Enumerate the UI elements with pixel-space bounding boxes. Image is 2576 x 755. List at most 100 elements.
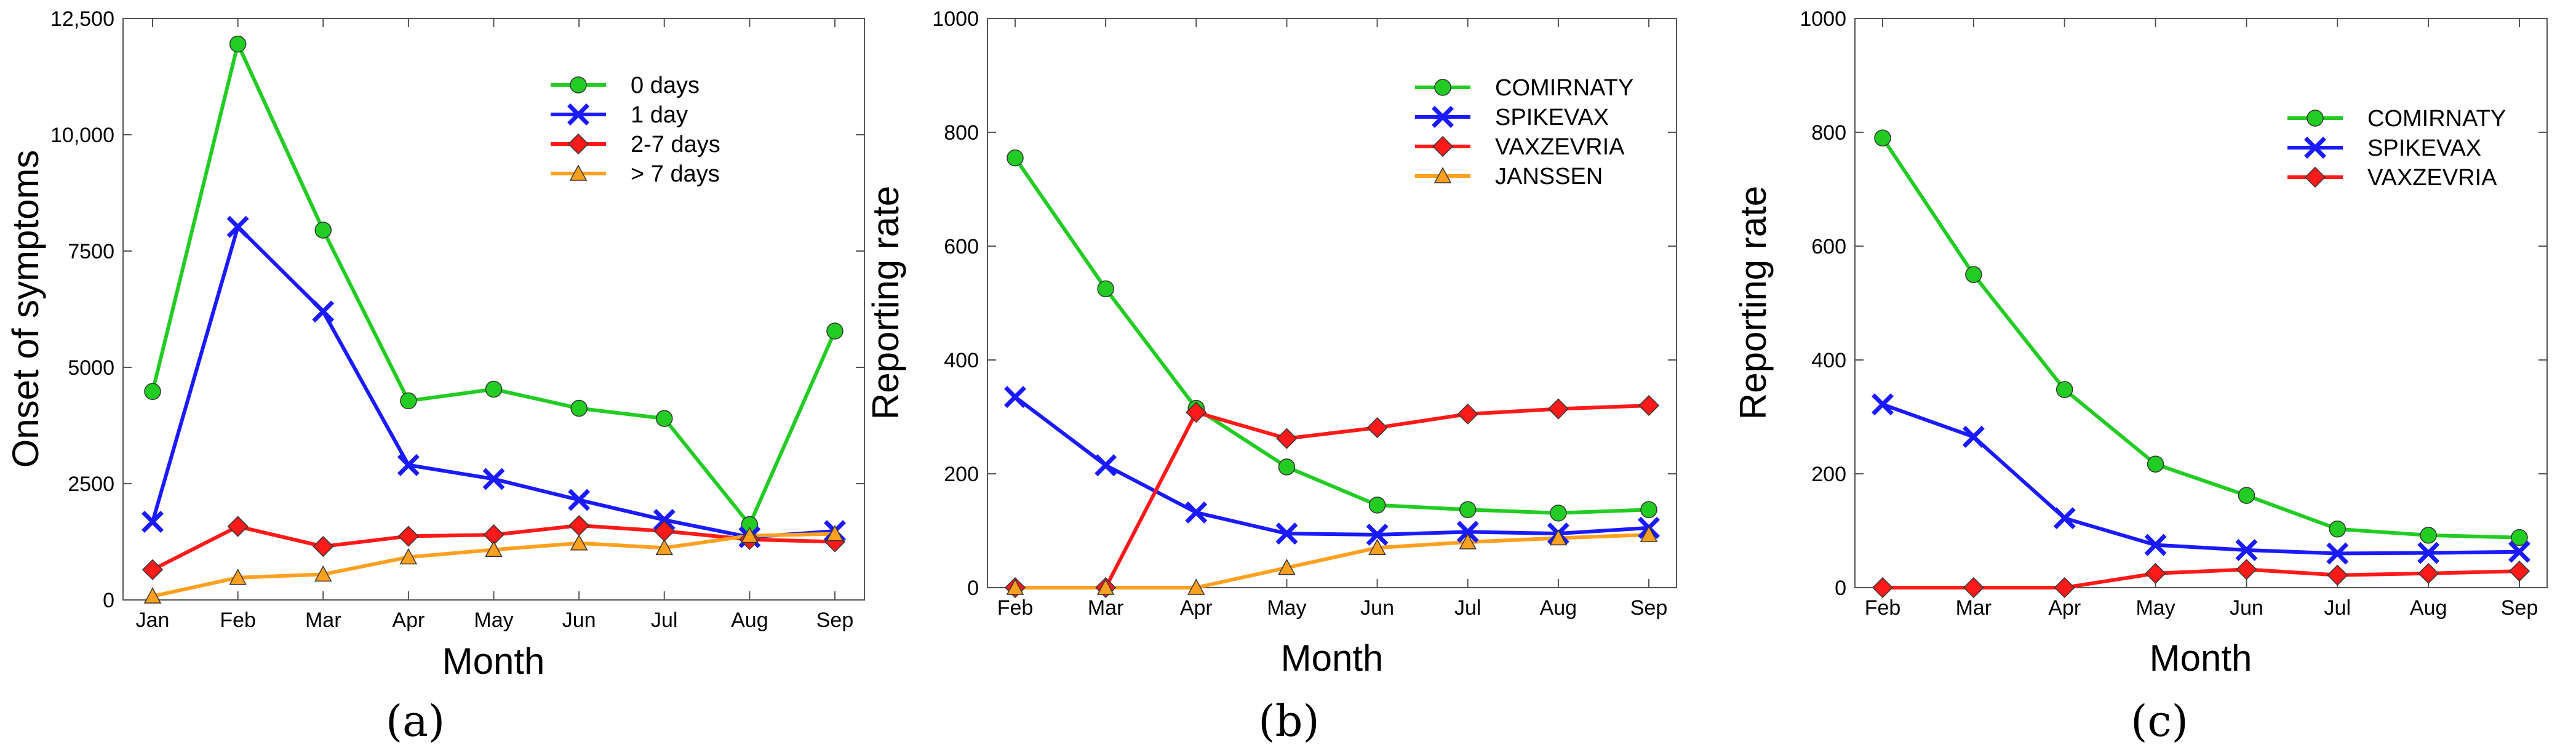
- data-point: [2054, 577, 2075, 599]
- x-axis-title: Month: [442, 641, 545, 682]
- series-line: [1015, 404, 1649, 589]
- data-point: [397, 453, 420, 476]
- x-tick-label: May: [2135, 596, 2175, 620]
- panel-c: 0 200 400 600 800 1000 Feb Mar Apr May Jun Jul Aug Se…: [1733, 7, 2548, 746]
- data-point: [741, 527, 759, 543]
- data-point: [1872, 577, 1894, 599]
- data-point: [1278, 559, 1296, 575]
- data-point: [482, 468, 505, 490]
- data-point: [314, 222, 332, 239]
- x-tick-label: Jun: [562, 609, 596, 632]
- x-tick-label: Jan: [136, 609, 170, 632]
- data-point: [2418, 562, 2439, 584]
- data-point: [2235, 539, 2258, 561]
- series-line: [1013, 156, 1649, 515]
- legend-marker: [570, 76, 587, 94]
- panel-b-marks: 0 200 400 600 800 1000 Feb Mar Apr May Jun Jul Aug Se…: [932, 7, 1677, 620]
- plot-frame: [1854, 18, 2548, 588]
- panel-c-marks: 0 200 400 600 800 1000 Feb Mar Apr May Jun Jul Aug Se…: [1800, 7, 2547, 620]
- data-point: [1640, 501, 1657, 519]
- data-point: [229, 569, 247, 585]
- data-point: [485, 380, 503, 398]
- data-point: [1638, 394, 1660, 417]
- data-point: [1368, 538, 1386, 555]
- data-point: [1366, 524, 1389, 546]
- data-point: [1097, 280, 1114, 298]
- data-point: [1962, 425, 1985, 448]
- legend-label: JANSSEN: [1495, 164, 1603, 190]
- y-tick-label: 400: [944, 349, 979, 372]
- data-point: [1965, 266, 1982, 283]
- data-point: [568, 514, 590, 537]
- legend-marker: [1432, 106, 1454, 128]
- data-point: [653, 509, 676, 531]
- data-point: [1963, 577, 1984, 599]
- x-tick-label: Feb: [220, 609, 256, 632]
- y-tick-label: 0: [967, 577, 979, 600]
- data-point: [1368, 497, 1386, 514]
- data-point: [1550, 505, 1567, 522]
- x-axis-title: Month: [2150, 637, 2252, 679]
- legend-marker: [1432, 135, 1454, 158]
- panel-a: 0 2500 5000 7500 10,000 12,500 Jan Feb Mar Apr May…: [5, 7, 865, 746]
- plot-frame: [987, 18, 1677, 588]
- y-tick-label: 200: [1811, 463, 1846, 486]
- panel-label: (c): [2131, 696, 2188, 746]
- y-axis-title: Onset of symptoms: [5, 150, 46, 468]
- x-tick-label: Apr: [2048, 596, 2081, 620]
- data-point: [826, 322, 843, 340]
- y-tick-label: 200: [944, 463, 979, 486]
- legend-marker: [1434, 79, 1451, 96]
- x-tick-label: Jul: [651, 609, 677, 632]
- legend-marker: [2307, 110, 2324, 127]
- y-axis-title: Reporting rate: [1733, 186, 1774, 420]
- series-line: [1883, 567, 2520, 589]
- x-tick-label: May: [474, 609, 513, 632]
- y-tick-label: 0: [1835, 577, 1846, 600]
- data-point: [2327, 564, 2348, 586]
- data-point: [2145, 562, 2166, 584]
- legend-label: 2-7 days: [631, 132, 720, 158]
- legend-marker: [567, 133, 589, 155]
- legend-label: COMIRNATY: [2367, 106, 2506, 132]
- x-tick-label: Aug: [2410, 596, 2447, 620]
- data-point: [2236, 559, 2257, 580]
- data-point: [2508, 540, 2530, 563]
- data-point: [826, 525, 844, 541]
- panel-a-marks: 0 2500 5000 7500 10,000 12,500 Jan Feb Mar Apr May…: [50, 7, 864, 632]
- legend-label: 0 days: [631, 73, 700, 98]
- series-line: [1014, 395, 1649, 537]
- x-tick-label: Mar: [1088, 596, 1124, 620]
- data-point: [1186, 402, 1207, 423]
- data-point: [143, 587, 162, 604]
- data-point: [142, 511, 164, 533]
- data-point: [313, 535, 334, 557]
- legend-label: VAXZEVRIA: [1495, 134, 1625, 160]
- data-point: [655, 538, 674, 556]
- data-point: [314, 565, 332, 582]
- legend-marker: [569, 164, 588, 181]
- data-point: [144, 383, 161, 401]
- data-point: [312, 300, 335, 323]
- x-axis-title: Month: [1281, 637, 1384, 679]
- y-axis-title: Reporting rate: [865, 186, 906, 420]
- y-tick-label: 5000: [68, 356, 114, 380]
- legend-label: > 7 days: [631, 161, 720, 187]
- series-line: [151, 42, 837, 527]
- y-tick-label: 10,000: [50, 124, 114, 147]
- data-point: [1872, 393, 1894, 416]
- legend-marker: [1434, 167, 1452, 183]
- data-point: [2238, 487, 2255, 504]
- data-point: [2326, 542, 2349, 565]
- y-tick-label: 800: [1811, 121, 1846, 145]
- data-point: [400, 392, 417, 410]
- legend-marker: [567, 103, 589, 126]
- y-tick-label: 400: [1811, 349, 1846, 372]
- y-tick-label: 600: [944, 235, 979, 258]
- y-tick-label: 800: [944, 121, 979, 145]
- panel-b: 0 200 400 600 800 1000 Feb Mar Apr May Jun Jul Aug Se…: [865, 7, 1677, 746]
- data-point: [2144, 533, 2167, 556]
- series-line: [1881, 137, 2520, 540]
- y-tick-label: 1000: [1800, 7, 1846, 31]
- legend-label: VAXZEVRIA: [2367, 165, 2497, 191]
